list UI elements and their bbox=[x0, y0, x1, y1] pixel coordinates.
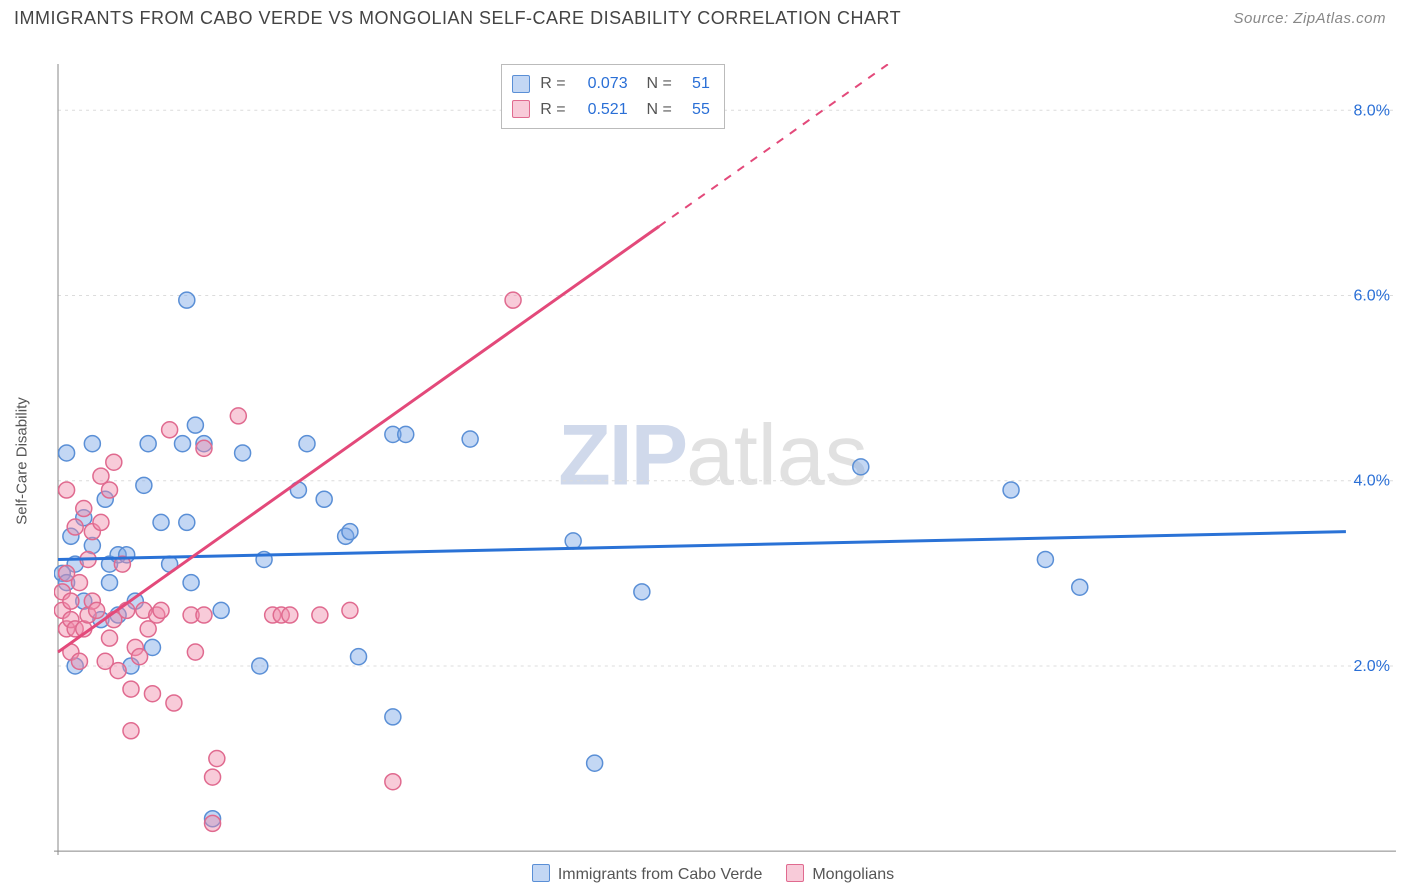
mong-point bbox=[196, 440, 212, 456]
r-label: R = bbox=[540, 97, 565, 123]
mong-point bbox=[209, 751, 225, 767]
mong-point bbox=[63, 593, 79, 609]
cabo-point bbox=[179, 292, 195, 308]
mong-point bbox=[205, 769, 221, 785]
chart-title: IMMIGRANTS FROM CABO VERDE VS MONGOLIAN … bbox=[14, 8, 901, 29]
legend-swatch-icon bbox=[512, 100, 530, 118]
r-label: R = bbox=[540, 71, 565, 97]
mong-point bbox=[162, 422, 178, 438]
cabo-point bbox=[462, 431, 478, 447]
mong-point bbox=[196, 607, 212, 623]
series-legend-label: Immigrants from Cabo Verde bbox=[558, 866, 763, 883]
mong-point bbox=[385, 774, 401, 790]
mong-point bbox=[93, 514, 109, 530]
cabo-point bbox=[187, 417, 203, 433]
cabo-point bbox=[299, 436, 315, 452]
n-value: 55 bbox=[682, 97, 710, 123]
cabo-point bbox=[398, 426, 414, 442]
cabo-point bbox=[102, 575, 118, 591]
legend-swatch-icon bbox=[512, 75, 530, 93]
mong-point bbox=[505, 292, 521, 308]
mong-point bbox=[123, 723, 139, 739]
mong-point bbox=[71, 575, 87, 591]
cabo-point bbox=[1003, 482, 1019, 498]
r-value: 0.521 bbox=[576, 97, 628, 123]
cabo-point bbox=[316, 491, 332, 507]
y-tick-label: 2.0% bbox=[1353, 657, 1390, 675]
mong-point bbox=[102, 482, 118, 498]
mong-point bbox=[102, 630, 118, 646]
cabo-point bbox=[174, 436, 190, 452]
cabo-point bbox=[136, 477, 152, 493]
mong-point bbox=[205, 815, 221, 831]
mong-point bbox=[76, 501, 92, 517]
mong-point bbox=[67, 519, 83, 535]
scatter-plot: 2.0%4.0%6.0%8.0%0.0%15.0% bbox=[54, 64, 1396, 855]
y-tick-label: 4.0% bbox=[1353, 472, 1390, 490]
series-legend-item: Mongolians bbox=[786, 864, 894, 884]
mong-point bbox=[312, 607, 328, 623]
cabo-point bbox=[634, 584, 650, 600]
mong-point bbox=[71, 653, 87, 669]
mong-point bbox=[153, 602, 169, 618]
mong-point bbox=[59, 482, 75, 498]
cabo-point bbox=[59, 445, 75, 461]
n-label: N = bbox=[638, 97, 672, 123]
n-value: 51 bbox=[682, 71, 710, 97]
series-legend: Immigrants from Cabo Verde Mongolians bbox=[30, 864, 1396, 884]
mong-point bbox=[342, 602, 358, 618]
source-label: Source: ZipAtlas.com bbox=[1233, 10, 1386, 27]
mong-point bbox=[132, 649, 148, 665]
cabo-point bbox=[252, 658, 268, 674]
cabo-point bbox=[342, 524, 358, 540]
mong-point bbox=[166, 695, 182, 711]
cabo-point bbox=[84, 436, 100, 452]
corr-legend-row: R = 0.073 N = 51 bbox=[512, 71, 710, 97]
mong-point bbox=[106, 454, 122, 470]
cabo-point bbox=[853, 459, 869, 475]
cabo-point bbox=[565, 533, 581, 549]
chart-area: Self-Care Disability ZIPatlas 2.0%4.0%6.… bbox=[30, 40, 1396, 882]
mong-point bbox=[230, 408, 246, 424]
cabo-point bbox=[140, 436, 156, 452]
y-tick-label: 6.0% bbox=[1353, 287, 1390, 305]
legend-swatch-icon bbox=[532, 864, 550, 882]
series-legend-label: Mongolians bbox=[812, 866, 894, 883]
y-axis-label: Self-Care Disability bbox=[14, 397, 31, 525]
mong-point bbox=[282, 607, 298, 623]
mong-point bbox=[140, 621, 156, 637]
n-label: N = bbox=[638, 71, 672, 97]
cabo-point bbox=[587, 755, 603, 771]
cabo-point bbox=[385, 709, 401, 725]
r-value: 0.073 bbox=[576, 71, 628, 97]
corr-legend-row: R = 0.521 N = 55 bbox=[512, 97, 710, 123]
cabo-point bbox=[183, 575, 199, 591]
mong-point bbox=[123, 681, 139, 697]
mong-point bbox=[144, 686, 160, 702]
mong-point bbox=[93, 468, 109, 484]
cabo-trendline bbox=[58, 532, 1346, 560]
cabo-point bbox=[179, 514, 195, 530]
legend-swatch-icon bbox=[786, 864, 804, 882]
mong-point bbox=[110, 663, 126, 679]
series-legend-item: Immigrants from Cabo Verde bbox=[532, 864, 763, 884]
cabo-point bbox=[1037, 551, 1053, 567]
cabo-point bbox=[235, 445, 251, 461]
mong-point bbox=[89, 602, 105, 618]
correlation-legend: R = 0.073 N = 51 R = 0.521 N = 55 bbox=[501, 64, 725, 129]
cabo-point bbox=[153, 514, 169, 530]
cabo-point bbox=[213, 602, 229, 618]
mong-point bbox=[187, 644, 203, 660]
y-tick-label: 8.0% bbox=[1353, 101, 1390, 119]
cabo-point bbox=[351, 649, 367, 665]
cabo-point bbox=[1072, 579, 1088, 595]
